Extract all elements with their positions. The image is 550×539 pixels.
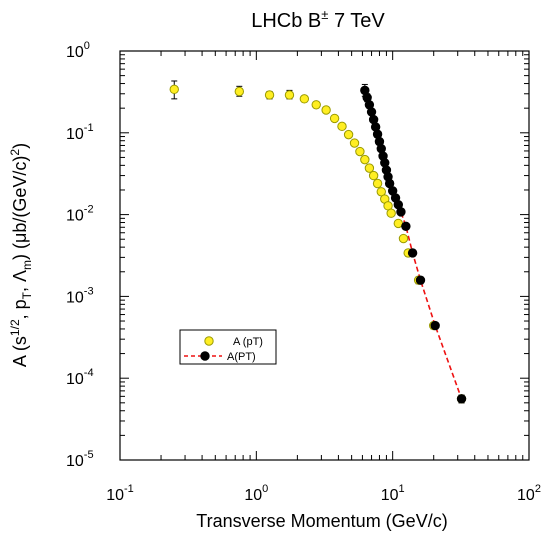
y-tick-label: 10-4 (66, 367, 94, 388)
data-point-a-pt (234, 86, 245, 97)
x-tick-label-exponent: 2 (535, 483, 541, 495)
data-point-a-pt (398, 233, 409, 244)
data-point-a-PT (401, 221, 411, 231)
plot-frame (119, 50, 530, 461)
y-tick-label-exponent: -2 (84, 204, 94, 216)
chart-title-superscript: ± (321, 7, 328, 22)
data-point-a-pt (372, 178, 383, 189)
x-tick-label-base: 10 (106, 487, 124, 504)
y-tick-label-base: 10 (66, 453, 84, 470)
data-point-a-pt (343, 129, 354, 140)
y-tick-label: 10-3 (66, 285, 94, 306)
data-point-a-PT (415, 275, 426, 285)
y-tick-label-exponent: 0 (84, 40, 90, 52)
data-point-a-pt (337, 121, 347, 132)
data-point-a-pt (355, 146, 365, 157)
data-point-a-PT (407, 248, 418, 258)
data-point-a-pt (386, 208, 396, 218)
data-point-a-pt (321, 105, 331, 115)
x-tick-label: 102 (517, 483, 541, 504)
x-tick-label-base: 10 (244, 487, 262, 504)
y-tick-label: 10-2 (66, 204, 94, 225)
y-tick-label-exponent: -4 (84, 367, 94, 379)
data-point-a-pt (329, 113, 340, 124)
legend-label-a-PT: A(PT) (227, 351, 256, 363)
y-tick-label: 10-1 (66, 122, 94, 143)
data-point-a-pt (284, 90, 295, 100)
x-tick-label: 101 (381, 483, 405, 504)
y-tick-label-base: 10 (66, 371, 84, 388)
data-point-a-PT (456, 394, 467, 404)
legend: A (pT) A(PT) (179, 329, 277, 365)
y-tick-label-exponent: -3 (84, 285, 94, 297)
y-tick-label-base: 10 (66, 289, 84, 306)
y-tick-label: 10-5 (66, 449, 94, 470)
data-point-a-pt (349, 138, 360, 148)
data-point-a-PT (396, 207, 406, 217)
data-point-a-pt (264, 90, 275, 100)
y-tick-label-base: 10 (66, 126, 84, 143)
data-point-a-pt (299, 94, 310, 104)
data-point-a-PT (430, 320, 440, 331)
data-point-a-pt (364, 163, 375, 173)
y-tick-label-exponent: -1 (84, 122, 94, 134)
y-tick-label: 100 (66, 40, 90, 61)
y-axis-title: A (s1/2, pT, Λm) (μb/(GeV/c)2) (8, 143, 34, 367)
x-axis-title: Transverse Momentum (GeV/c) (196, 511, 447, 531)
legend-box (179, 329, 277, 365)
chart-title: LHCb B± 7 TeV (251, 7, 385, 32)
legend-marker-a-PT (200, 351, 210, 361)
x-tick-label-base: 10 (381, 487, 399, 504)
marker-layer (169, 84, 467, 404)
x-tick-label-exponent: 1 (399, 483, 405, 495)
x-tick-label-exponent: -1 (124, 483, 134, 495)
data-point-a-PT (366, 107, 377, 117)
x-tick-label: 10-1 (106, 483, 134, 504)
data-point-a-pt (169, 84, 179, 95)
data-point-a-pt (368, 170, 379, 181)
legend-label-a-pt: A (pT) (233, 336, 263, 348)
y-tick-label-base: 10 (66, 44, 84, 61)
y-tick-label-base: 10 (66, 208, 84, 225)
x-tick-label: 100 (244, 483, 268, 504)
y-tick-label-exponent: -5 (84, 449, 94, 461)
plot-area (120, 51, 529, 460)
x-tick-label-base: 10 (517, 487, 535, 504)
x-tick-label-exponent: 0 (262, 483, 268, 495)
legend-marker-a-pt (204, 336, 214, 346)
x-axis-ticks: 10-1 100 101 102 (106, 51, 541, 504)
data-point-a-pt (360, 154, 370, 165)
data-point-a-pt (311, 100, 321, 110)
